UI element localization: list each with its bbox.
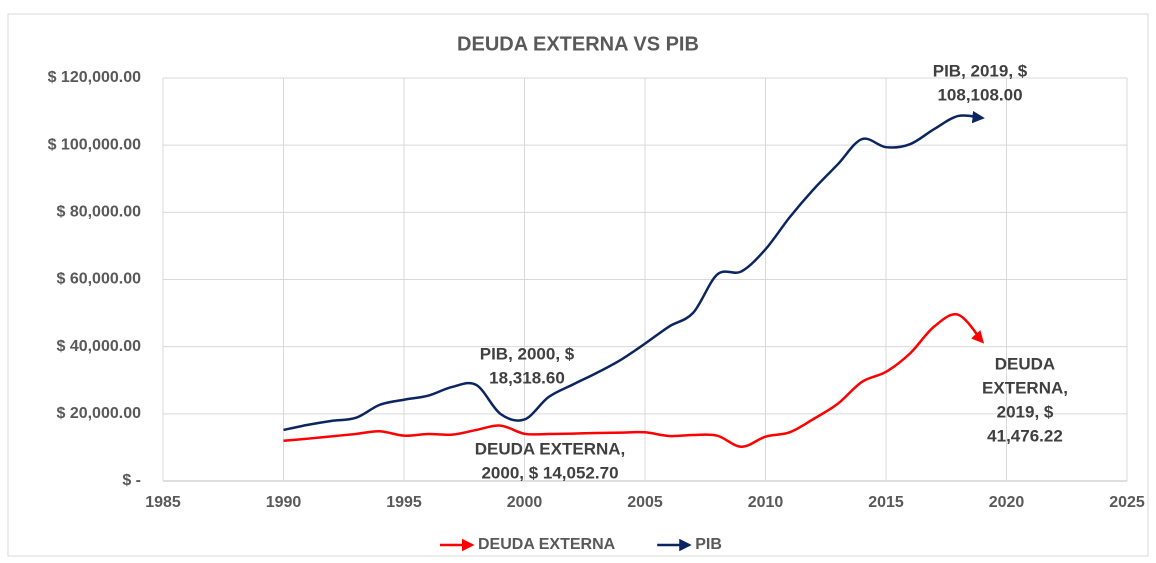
x-tick-label: 2025 <box>1109 494 1145 511</box>
series-line <box>283 313 985 448</box>
x-tick-label: 1995 <box>386 494 422 511</box>
x-tick-label: 1990 <box>266 494 302 511</box>
x-tick-label: 1985 <box>145 494 181 511</box>
y-tick-label: $ 60,000.00 <box>56 271 141 288</box>
series-line <box>283 110 985 432</box>
x-tick-label: 2000 <box>507 494 543 511</box>
y-tick-label: $ 20,000.00 <box>56 405 141 422</box>
chart-border <box>7 13 1149 557</box>
x-tick-label: 2020 <box>989 494 1025 511</box>
data-annotation: EXTERNA, <box>982 378 1068 397</box>
x-tick-label: 2010 <box>748 494 784 511</box>
y-tick-label: $ 120,000.00 <box>48 69 142 86</box>
y-tick-label: $ 80,000.00 <box>56 204 141 221</box>
data-annotation: 108,108.00 <box>937 85 1022 104</box>
y-tick-label: $ 100,000.00 <box>48 136 142 153</box>
x-tick-label: 2005 <box>627 494 663 511</box>
data-annotation: 2019, $ <box>997 402 1054 421</box>
y-tick-label: $ - <box>122 472 141 489</box>
data-annotation: DEUDA EXTERNA, <box>475 439 626 458</box>
chart-title: DEUDA EXTERNA VS PIB <box>457 33 699 55</box>
data-annotation: 18,318.60 <box>489 368 565 387</box>
legend-label: DEUDA EXTERNA <box>478 536 616 553</box>
data-annotation: PIB, 2019, $ <box>933 61 1028 80</box>
data-annotation: 41,476.22 <box>987 426 1063 445</box>
x-tick-label: 2015 <box>868 494 904 511</box>
legend-label: PIB <box>695 536 722 553</box>
y-tick-label: $ 40,000.00 <box>56 338 141 355</box>
data-annotation: PIB, 2000, $ <box>480 344 575 363</box>
data-annotation: 2000, $ 14,052.70 <box>481 463 618 482</box>
data-annotation: DEUDA <box>995 354 1055 373</box>
